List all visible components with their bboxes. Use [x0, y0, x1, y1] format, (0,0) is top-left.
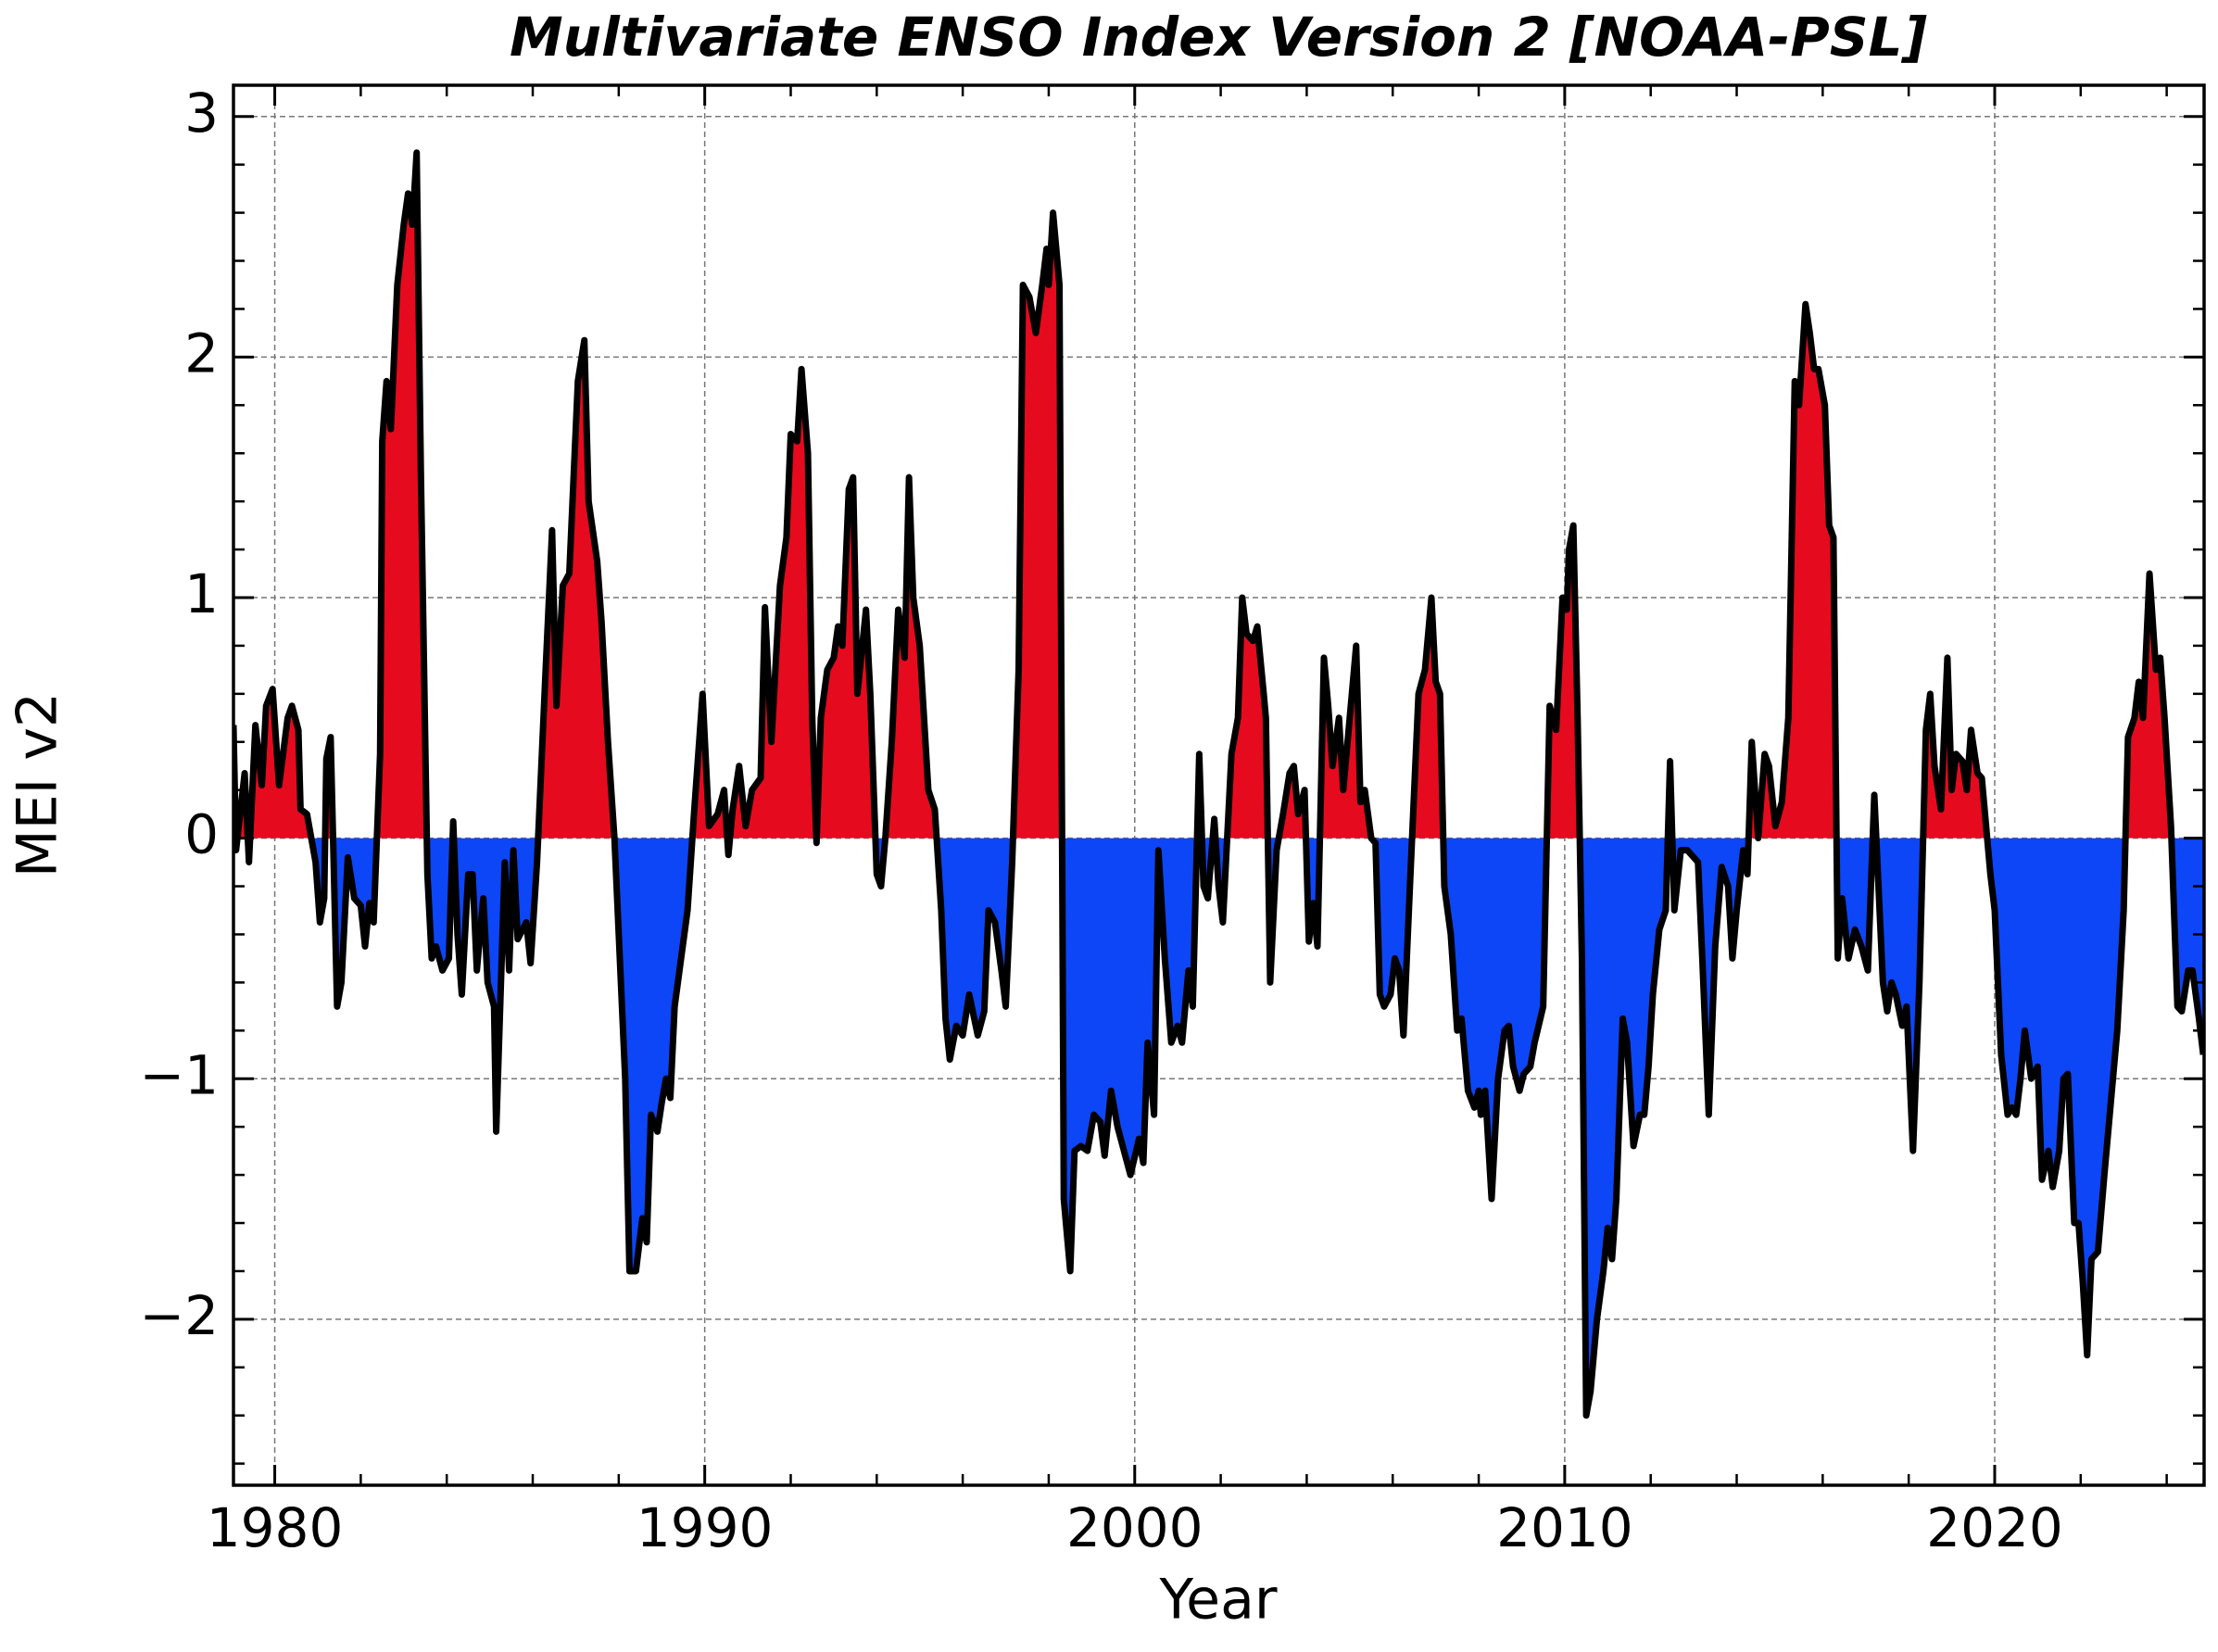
y-axis-label: MEI v2: [6, 692, 70, 877]
x-tick-label: 1980: [207, 1496, 344, 1559]
x-tick-label: 2010: [1496, 1496, 1633, 1559]
y-tick-label: 2: [184, 322, 219, 385]
x-tick-label: 1990: [636, 1496, 774, 1559]
y-tick-label: 3: [184, 82, 219, 145]
x-tick-label: 2000: [1066, 1496, 1204, 1559]
x-tick-label: 2020: [1926, 1496, 2063, 1559]
index-line: [233, 149, 2204, 1419]
y-tick-label: −1: [140, 1043, 220, 1106]
chart-title: Multivariate ENSO Index Version 2 [NOAA-…: [510, 6, 1927, 69]
x-axis-label: Year: [1158, 1568, 1277, 1633]
y-tick-label: 0: [184, 803, 219, 866]
plot-frame: [232, 83, 2206, 1487]
positive-area: [233, 152, 2172, 839]
negative-area: [233, 838, 2204, 1416]
y-tick-label: 1: [184, 562, 219, 625]
y-tick-label: −2: [140, 1284, 220, 1347]
